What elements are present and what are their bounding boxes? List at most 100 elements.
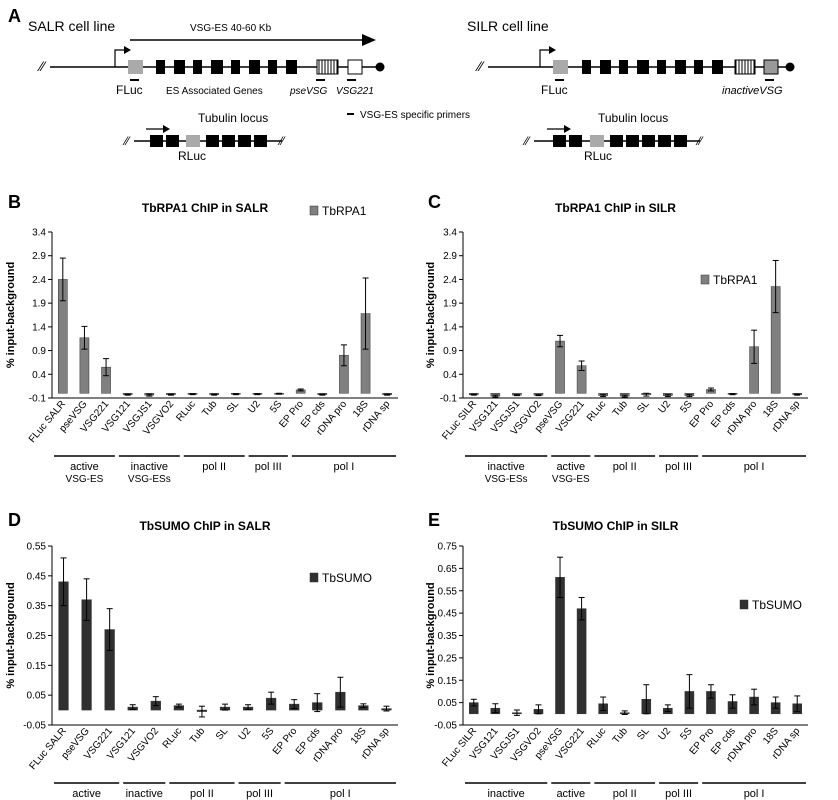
tubulin-left-arrowhead xyxy=(163,125,170,133)
group-label: inactive xyxy=(487,461,524,473)
tubulin-left-rluc xyxy=(186,135,200,147)
y-tick-label: -0.1 xyxy=(440,394,458,405)
x-tick-label: U2 xyxy=(656,726,673,743)
y-tick-label: 0.75 xyxy=(438,542,458,553)
x-tick-label: SL xyxy=(635,399,652,416)
salr-title: SALR cell line xyxy=(28,18,115,34)
tubulin-right-break: ⁄⁄ xyxy=(522,134,531,148)
group-label: active xyxy=(556,788,585,800)
salr-es-arrowhead xyxy=(362,34,376,46)
x-tick-label: 5S xyxy=(678,726,695,743)
primers-legend-label: VSG-ES specific primers xyxy=(360,110,470,121)
chart-panel-e: E TbSUMO ChIP in SILR % input-background -0… xyxy=(425,510,808,800)
salr-pse-label: pseVSG xyxy=(289,86,327,97)
legend-label: TbSUMO xyxy=(322,571,372,585)
group-sublabel: VSG-ESs xyxy=(485,474,528,485)
y-axis-label: % input-background xyxy=(425,262,437,368)
panel-a-schematic: A SALR cell line VSG-ES 40-60 Kb ⁄⁄ FLuc… xyxy=(8,6,795,163)
x-tick-label: U2 xyxy=(656,399,673,416)
chart-title: TbRPA1 ChIP in SILR xyxy=(555,201,676,215)
salr-promoter-arrow xyxy=(114,49,126,67)
chart-title: TbRPA1 ChIP in SALR xyxy=(142,201,269,215)
x-tick-label: U2 xyxy=(237,726,254,743)
legend-label: TbRPA1 xyxy=(713,273,758,287)
salr-genes xyxy=(156,60,297,74)
x-tick-label: RLuc xyxy=(174,399,197,424)
silr-title: SILR cell line xyxy=(467,18,549,34)
y-axis-label: % input-background xyxy=(425,582,437,688)
silr-fluc-box xyxy=(553,60,568,74)
bar-vsg221 xyxy=(576,608,587,715)
tubulin-left-break-end: ⁄⁄ xyxy=(277,134,286,148)
silr-promoter-arrowhead xyxy=(549,46,556,54)
y-tick-label: 0.9 xyxy=(32,346,46,357)
silr-genes xyxy=(582,60,723,74)
panel-letter: E xyxy=(428,510,440,530)
y-tick-label: 3.4 xyxy=(443,228,457,239)
x-tick-label: SL xyxy=(225,399,242,416)
y-axis-label: % input-background xyxy=(5,582,17,688)
chart-panel-c: C TbRPA1 ChIP in SILR % input-background -0… xyxy=(425,192,808,485)
silr-inactive-label: inactiveVSG xyxy=(722,85,783,97)
salr-psevsg-box xyxy=(316,59,339,75)
y-tick-label: 0.65 xyxy=(438,564,458,575)
bar-psevsg xyxy=(555,340,565,394)
salr-genes-label: ES Associated Genes xyxy=(166,86,263,97)
y-tick-label: 0.05 xyxy=(27,691,47,702)
y-tick-label: 0.05 xyxy=(438,698,458,709)
group-sublabel: VSG-ESs xyxy=(128,474,171,485)
legend-swatch xyxy=(309,572,319,583)
y-tick-label: 0.4 xyxy=(443,370,457,381)
x-tick-label: FLuc SALR xyxy=(28,726,69,772)
legend-swatch xyxy=(739,599,749,610)
salr-promoter-arrowhead xyxy=(124,46,131,54)
group-label: pol I xyxy=(334,461,355,473)
y-tick-label: 0.35 xyxy=(27,601,47,612)
x-tick-label: SL xyxy=(214,726,231,743)
group-label: active xyxy=(72,788,101,800)
x-tick-label: RLuc xyxy=(161,726,184,751)
chart-title: TbSUMO ChIP in SILR xyxy=(553,519,679,533)
y-tick-label: 0.15 xyxy=(27,661,47,672)
x-tick-label: Tub xyxy=(611,726,631,746)
panel-letter: C xyxy=(428,192,441,212)
y-tick-label: 0.25 xyxy=(438,653,458,664)
group-label: inactive xyxy=(487,788,524,800)
y-axis-label: % input-background xyxy=(5,262,17,368)
group-label: pol II xyxy=(202,461,226,473)
group-label: pol III xyxy=(246,788,273,800)
charts-container: B TbRPA1 ChIP in SALR % input-background -0… xyxy=(5,192,808,800)
group-sublabel: VSG-ES xyxy=(552,474,590,485)
group-label: pol I xyxy=(744,461,765,473)
y-tick-label: 2.9 xyxy=(32,251,46,262)
chart-panel-d: D TbSUMO ChIP in SALR % input-background -0… xyxy=(5,510,398,800)
group-label: pol III xyxy=(665,461,692,473)
x-tick-label: 18S xyxy=(349,726,369,747)
y-tick-label: 1.4 xyxy=(443,322,457,333)
silr-promoter-arrow xyxy=(539,49,551,67)
legend-swatch xyxy=(309,205,319,216)
tubulin-right-genes xyxy=(553,135,687,147)
silr-fluc-label: FLuc xyxy=(541,83,568,97)
silr-inactive-vsg-box xyxy=(763,59,779,75)
tubulin-left-genes xyxy=(150,135,267,147)
legend-swatch xyxy=(700,274,710,285)
group-label: active xyxy=(70,461,99,473)
y-tick-label: 2.4 xyxy=(443,275,457,286)
y-tick-label: 0.35 xyxy=(438,631,458,642)
panel-letter: B xyxy=(8,192,21,212)
x-tick-label: Tub xyxy=(611,399,631,419)
tubulin-right-break-end: ⁄⁄ xyxy=(695,134,704,148)
y-tick-label: 2.4 xyxy=(32,275,46,286)
salr-fluc-box xyxy=(128,60,143,74)
silr-pse-box xyxy=(734,59,756,75)
x-tick-label: 5S xyxy=(268,399,285,416)
group-label: pol II xyxy=(613,461,637,473)
panel-letter: D xyxy=(8,510,21,530)
panel-a-letter: A xyxy=(8,6,21,26)
legend-label: TbRPA1 xyxy=(322,204,367,218)
chart-panel-b: B TbRPA1 ChIP in SALR % input-background -0… xyxy=(5,192,398,485)
x-tick-label: Tub xyxy=(188,726,208,746)
group-sublabel: VSG-ES xyxy=(66,474,104,485)
tubulin-left-rluc-label: RLuc xyxy=(178,149,206,163)
